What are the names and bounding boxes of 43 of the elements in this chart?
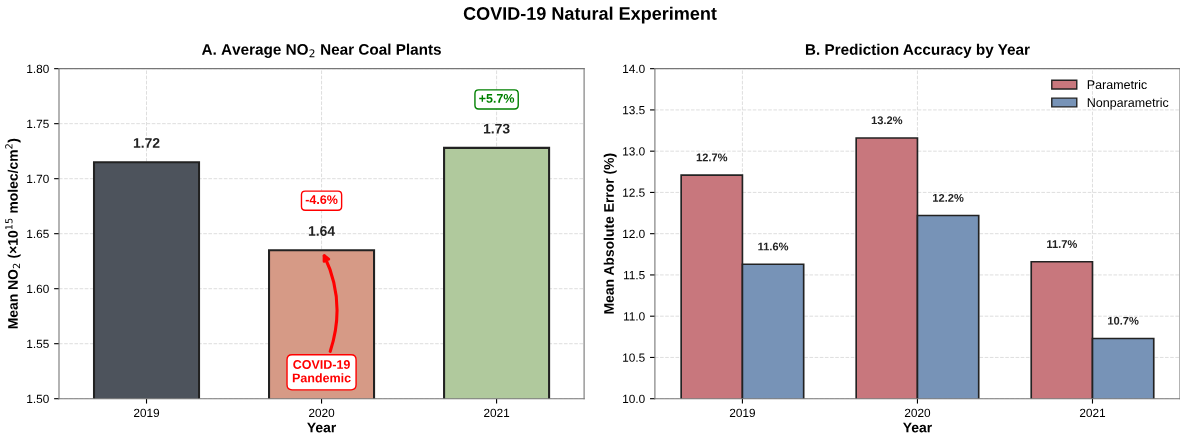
y-tick-label: 1.60 [27, 284, 49, 294]
chart-title: B. Prediction Accuracy by Year [805, 43, 1030, 58]
y-axis-title: Mean NO$_{2}$ (×10$^{15}$ molec/cm$^{2}$) [5, 138, 21, 329]
y-axis-title: Mean Absolute Error (%) [603, 153, 617, 314]
annotation: +5.7% [479, 94, 515, 103]
x-axis-title: Year [307, 422, 337, 433]
x-axis-title: Year [903, 422, 932, 433]
y-tick-label: 10.0 [623, 394, 645, 404]
x-tick-label: 2021 [484, 408, 510, 418]
y-tick-label: 13.5 [623, 105, 645, 115]
text: COVID-19 Natural Experiment [463, 6, 717, 24]
x-tick-label: 2019 [729, 408, 755, 418]
y-tick-label: 13.0 [623, 147, 645, 156]
data-label: 11.7% [1047, 240, 1078, 248]
x-tick-label: 2021 [1079, 408, 1106, 418]
annotation: COVID-19 Pandemic [292, 360, 351, 383]
data-label: 1.64 [308, 226, 335, 236]
y-tick-label: 11.0 [623, 312, 645, 321]
legend-label: Parametric [1087, 79, 1147, 90]
y-tick-label: 12.0 [623, 229, 645, 239]
data-label: 13.2% [871, 116, 903, 125]
data-label: 10.7% [1108, 316, 1139, 325]
y-tick-label: 1.55 [27, 339, 49, 349]
y-tick-label: 10.5 [623, 353, 645, 362]
legend-label: Nonparametric [1087, 97, 1169, 110]
chart-title: A. Average NO$_{2}$ Near Coal Plants [201, 43, 441, 58]
annotation: -4.6% [305, 195, 338, 205]
y-tick-label: 14.0 [623, 64, 645, 74]
y-tick-label: 12.5 [623, 188, 645, 197]
x-tick-label: 2020 [904, 408, 931, 418]
y-tick-label: 1.75 [27, 119, 49, 129]
data-label: 1.73 [483, 123, 510, 134]
y-tick-label: 1.70 [27, 174, 49, 184]
data-label: 12.7% [696, 153, 728, 162]
y-tick-label: 1.80 [27, 64, 49, 74]
y-tick-label: 11.5 [623, 271, 645, 280]
y-tick-label: 1.65 [27, 229, 49, 239]
y-tick-label: 1.50 [27, 394, 49, 404]
data-label: 12.2% [933, 193, 964, 202]
data-label: 11.6% [758, 242, 789, 251]
data-label: 1.72 [133, 138, 160, 148]
x-tick-label: 2019 [133, 408, 160, 418]
x-tick-label: 2020 [309, 408, 335, 418]
